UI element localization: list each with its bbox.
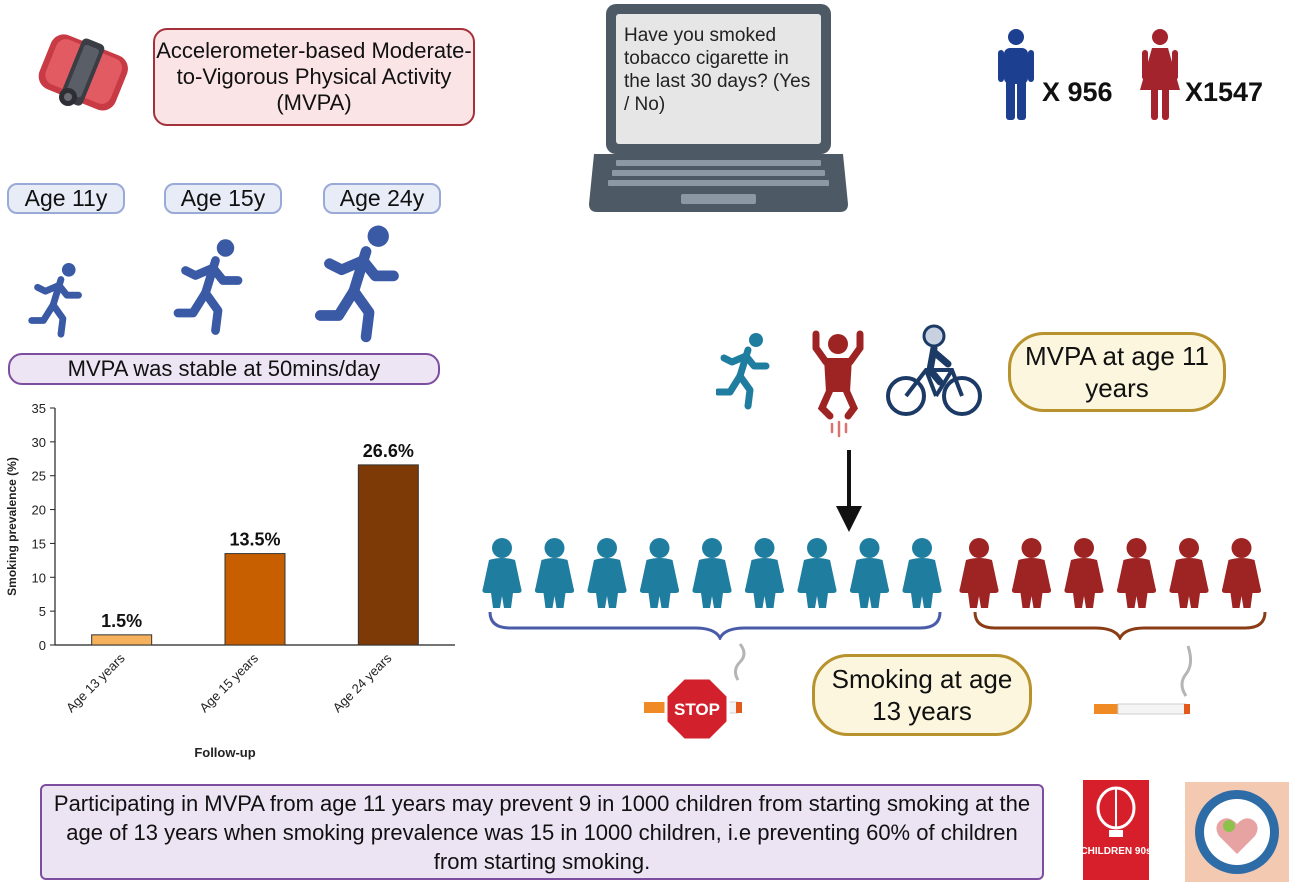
- blue-child-icon: [692, 538, 732, 608]
- children-row: [482, 538, 1267, 640]
- runner-large-icon: [314, 225, 399, 343]
- y-tick-label: 25: [32, 469, 46, 484]
- mvpa-title-text: Accelerometer-based Moderate-to-Vigorous…: [156, 38, 472, 115]
- survey-question: Have you smoked tobacco cigarette in the…: [624, 25, 811, 115]
- x-axis-title: Follow-up: [194, 745, 255, 760]
- down-arrow-icon: [836, 450, 862, 532]
- blue-child-icon: [744, 538, 785, 608]
- bar-data-label: 13.5%: [229, 530, 280, 550]
- age-label-11: Age 11y: [24, 185, 108, 211]
- blue-group-brace: [488, 611, 942, 640]
- accelerometer-icon: [38, 34, 128, 111]
- children-90s-logo-text: CHILDREN 90s: [1083, 846, 1149, 857]
- y-tick-label: 35: [32, 401, 46, 416]
- red-child-icon: [1011, 538, 1052, 608]
- cigarette-icon: [1094, 645, 1193, 715]
- runner-small-icon: [28, 262, 82, 338]
- y-axis-title: Smoking prevalence (%): [5, 457, 19, 596]
- blue-child-icon: [587, 538, 627, 608]
- smoking-age13-bubble: Smoking at age 13 years: [812, 654, 1032, 736]
- blue-child-icon: [797, 538, 837, 608]
- y-tick-label: 20: [32, 503, 46, 518]
- x-tick-label: Age 13 years: [63, 650, 128, 715]
- y-tick-label: 15: [32, 536, 46, 551]
- mvpa-stable-text: MVPA was stable at 50mins/day: [67, 356, 381, 381]
- bar: [224, 553, 286, 646]
- y-tick-label: 0: [39, 638, 46, 653]
- y-tick-label: 10: [32, 570, 46, 585]
- blue-child-icon: [639, 538, 680, 608]
- x-tick-label: Age 15 years: [196, 650, 261, 715]
- mvpa-age11-bubble: MVPA at age 11 years: [1008, 332, 1226, 412]
- laptop-icon: [589, 4, 848, 212]
- female-count: X1547: [1185, 77, 1264, 107]
- mvpa-age11-text: MVPA at age 11 years: [1024, 341, 1210, 403]
- blue-child-icon: [849, 538, 890, 608]
- red-child-icon: [1116, 538, 1157, 608]
- mvpa-title-box: Accelerometer-based Moderate-to-Vigorous…: [153, 28, 475, 126]
- age-label-15: Age 15y: [180, 185, 266, 211]
- summary-text: Participating in MVPA from age 11 years …: [53, 790, 1031, 874]
- mvpa-stable-note: MVPA was stable at 50mins/day: [8, 353, 440, 385]
- bar-data-label: 1.5%: [101, 611, 142, 631]
- summary-box: Participating in MVPA from age 11 years …: [40, 784, 1044, 880]
- age-pill-24: Age 24y: [323, 183, 441, 214]
- blue-child-icon: [902, 538, 942, 608]
- red-child-icon: [959, 538, 999, 608]
- male-count: X 956: [1042, 77, 1113, 107]
- male-icon: [998, 29, 1034, 120]
- age-pill-11: Age 11y: [7, 183, 125, 214]
- cardiovascular-society-logo: [1185, 782, 1289, 882]
- red-group-brace: [973, 611, 1267, 640]
- smoking-prevalence-chart: 0 5 10 15 20 25 30 35 1.5% Age 13 years 13.5% Age 1…: [5, 401, 455, 760]
- x-tick-label: Age 24 years: [330, 650, 395, 715]
- stop-sign-text: STOP: [674, 700, 720, 719]
- female-icon: [1140, 29, 1180, 120]
- age-pill-15: Age 15y: [164, 183, 282, 214]
- red-child-icon: [1169, 538, 1209, 608]
- bar: [357, 464, 419, 646]
- y-tick-label: 30: [32, 435, 46, 450]
- bar: [91, 634, 153, 646]
- stop-smoking-icon: STOP: [644, 643, 746, 742]
- red-child-icon: [1221, 538, 1262, 608]
- children-of-90s-logo: CHILDREN 90s: [1083, 780, 1149, 880]
- runner-medium-icon: [173, 239, 243, 335]
- cycling-child-icon: [886, 324, 982, 416]
- blue-child-icon: [534, 538, 575, 608]
- smoking-age13-text: Smoking at age 13 years: [831, 664, 1013, 726]
- blue-child-icon: [482, 538, 522, 608]
- bar-data-label: 26.6%: [363, 441, 414, 461]
- jumping-child-icon: [812, 330, 864, 438]
- age-label-24: Age 24y: [339, 185, 425, 211]
- red-child-icon: [1064, 538, 1104, 608]
- y-tick-label: 5: [39, 604, 46, 619]
- running-child-icon: [716, 333, 770, 410]
